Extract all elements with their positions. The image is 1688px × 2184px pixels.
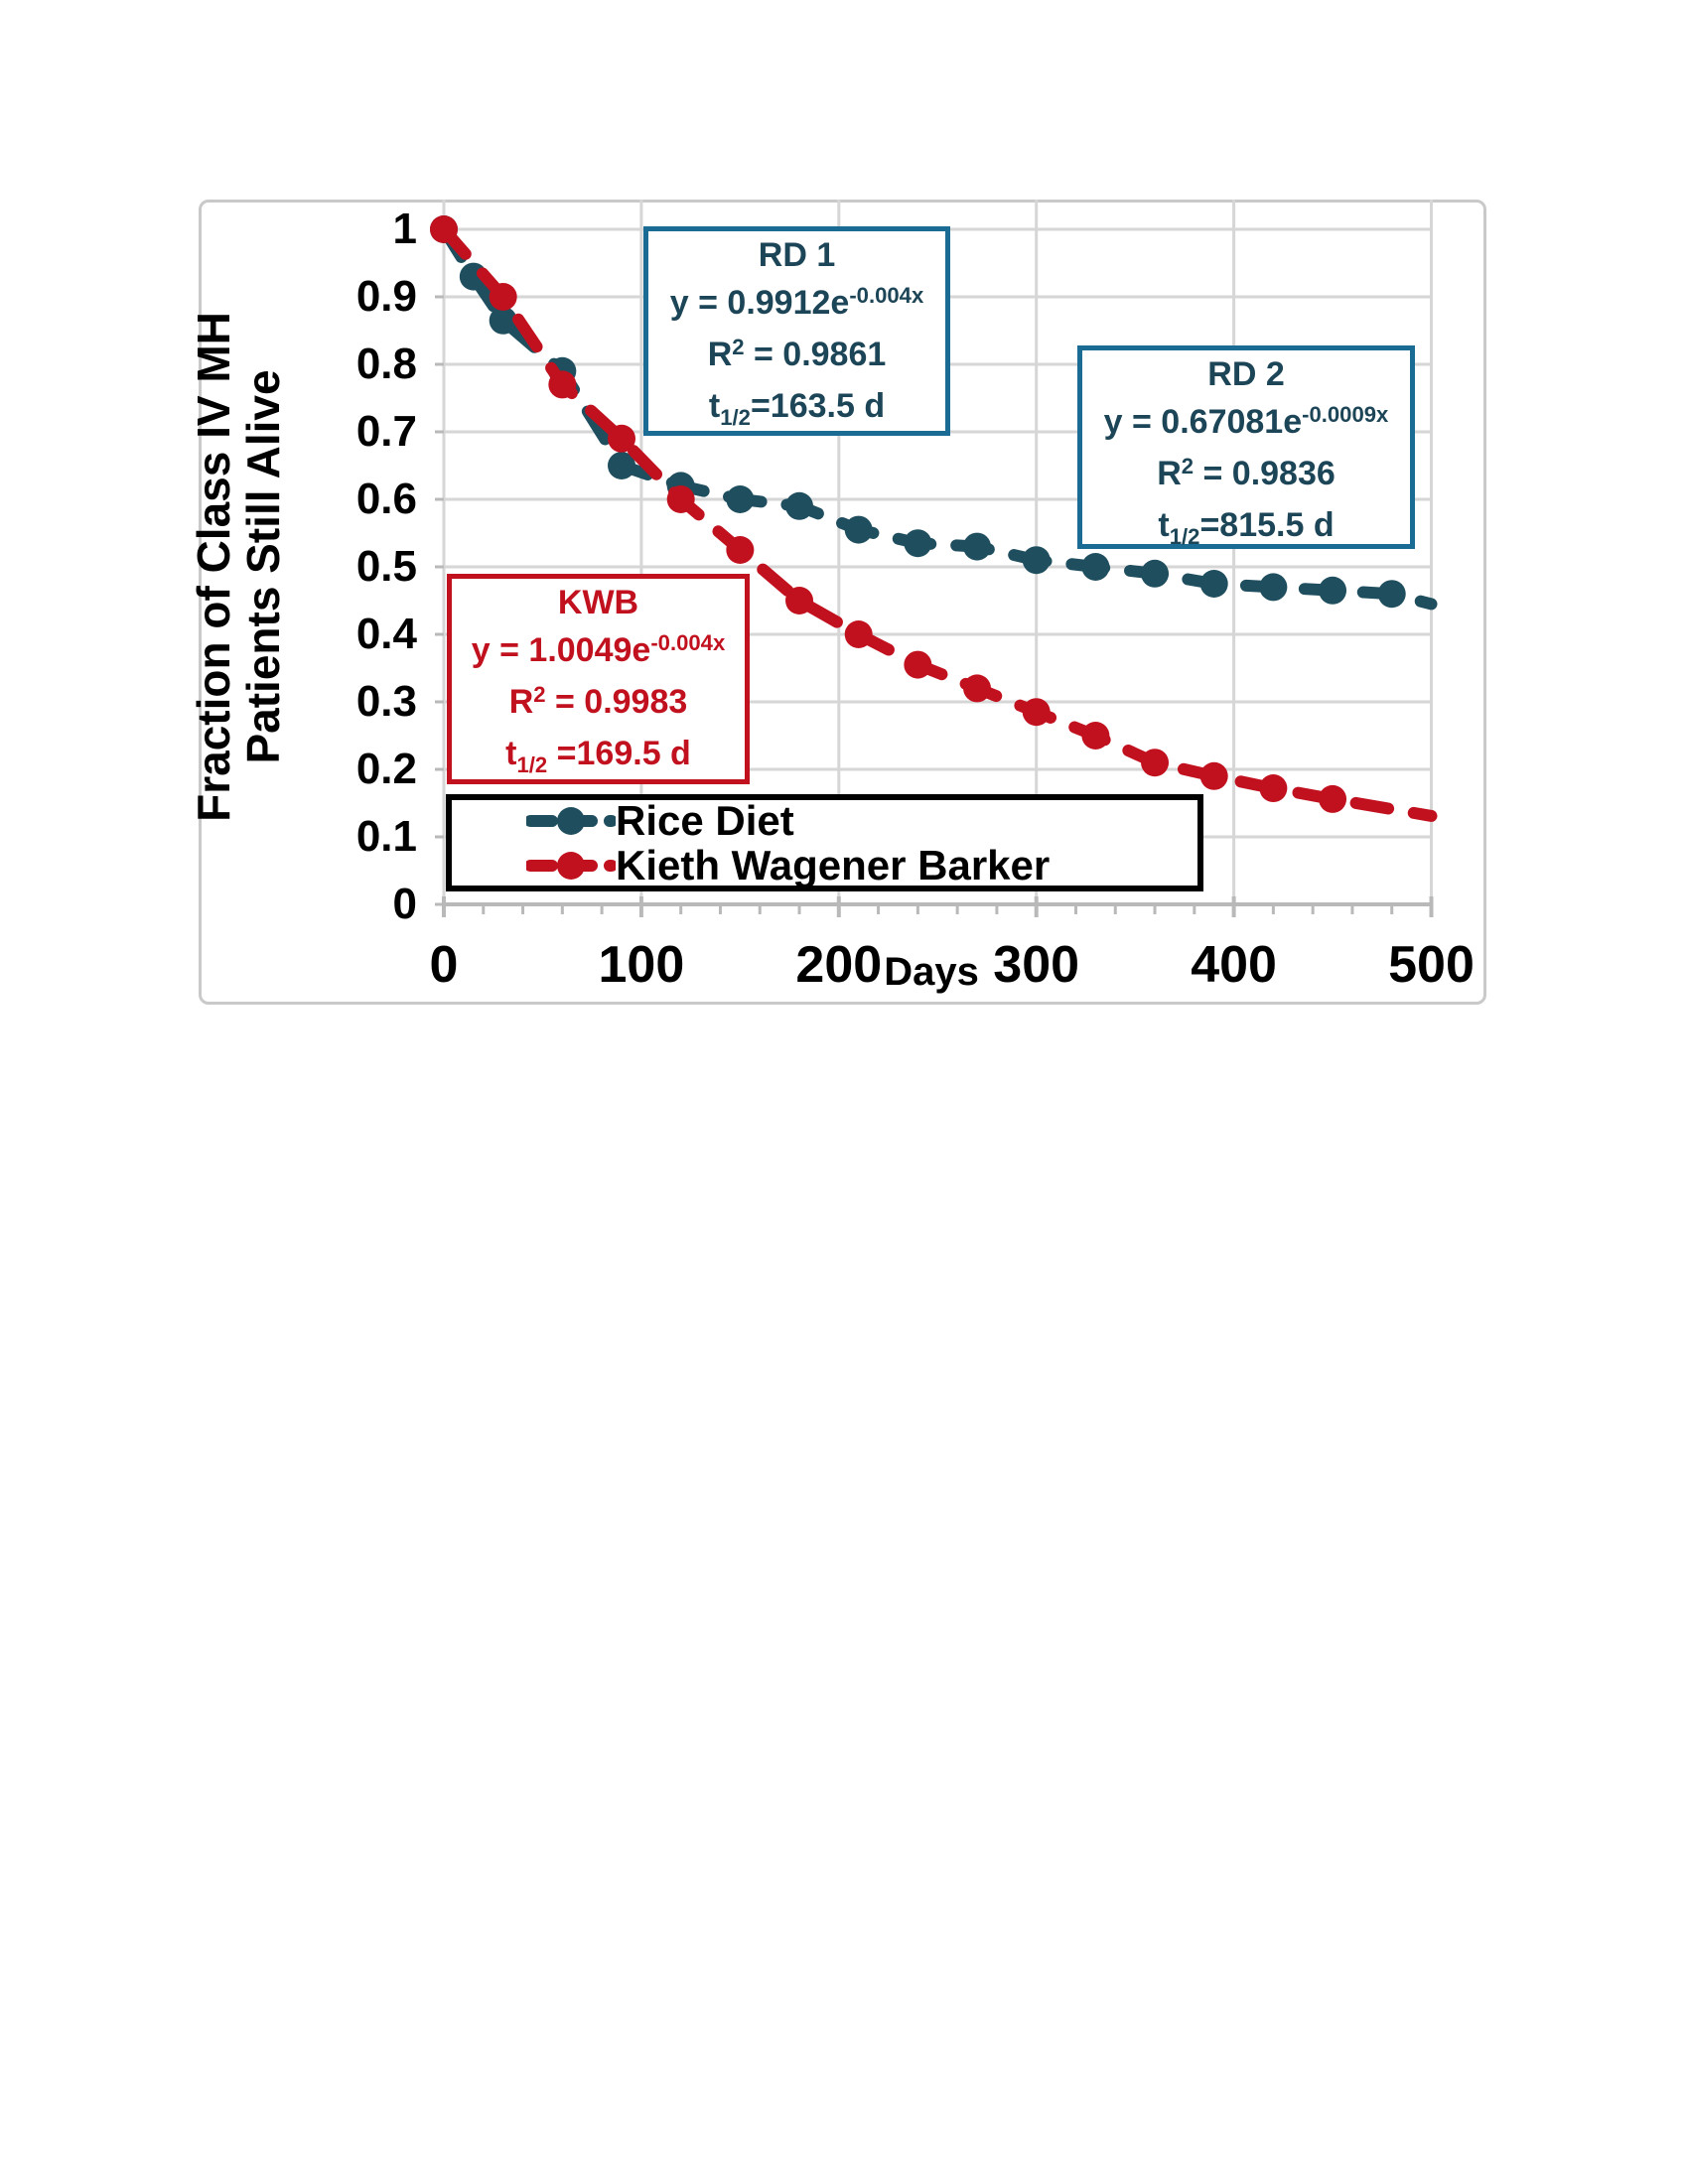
kieth-wagener-barker-marker xyxy=(1081,722,1110,750)
x-tick-label: 100 xyxy=(598,936,685,994)
x-tick-label: 200 xyxy=(795,936,883,994)
legend-label: Rice Diet xyxy=(616,797,794,844)
rice-diet-marker xyxy=(904,529,932,558)
annotation-line: y = 1.0049e-0.004x xyxy=(471,629,726,669)
kieth-wagener-barker-marker xyxy=(1319,784,1347,813)
y-tick-label: 0.2 xyxy=(355,745,417,793)
y-axis-title-line1: Fraction of Class IV MH xyxy=(188,312,239,822)
y-tick-label: 0.6 xyxy=(355,475,417,523)
kieth-wagener-barker-marker xyxy=(1022,698,1051,727)
rice-diet-marker xyxy=(1259,573,1288,602)
kieth-wagener-barker-marker xyxy=(430,215,458,243)
x-axis-title: Days xyxy=(884,950,979,994)
annotation-line: RD 1 xyxy=(758,236,836,274)
y-axis-title-line2: Patients Still Alive xyxy=(237,369,289,764)
kieth-wagener-barker-marker xyxy=(904,650,932,679)
y-tick-label: 1 xyxy=(392,205,417,253)
rice-diet-marker xyxy=(1022,546,1051,575)
x-tick-label: 500 xyxy=(1388,936,1475,994)
legend-row: Rice Diet xyxy=(526,798,1197,843)
y-tick-label: 0.1 xyxy=(355,812,417,861)
y-tick-label: 0.7 xyxy=(355,407,417,456)
x-tick-label: 300 xyxy=(993,936,1080,994)
annotation-line: R2 = 0.9861 xyxy=(707,334,887,373)
annotation-box-rd1: RD 1 y = 0.9912e-0.004x R2 = 0.9861 t1/2=16… xyxy=(643,226,950,436)
rice-diet-marker xyxy=(963,532,992,561)
annotation-line: RD 2 xyxy=(1207,355,1285,393)
rice-diet-marker xyxy=(1081,553,1110,581)
kieth-wagener-barker-marker xyxy=(844,620,873,648)
annotation-line: y = 0.67081e-0.0009x xyxy=(1103,401,1389,441)
kieth-wagener-barker-marker xyxy=(963,674,992,703)
legend-key-icon xyxy=(526,852,616,880)
kieth-wagener-barker-marker xyxy=(726,536,755,564)
rice-diet-marker xyxy=(1319,576,1347,605)
annotation-box-rd2: RD 2 y = 0.67081e-0.0009x R2 = 0.9836 t1/2=… xyxy=(1077,345,1415,549)
rice-diet-marker xyxy=(1199,570,1228,598)
rice-diet-marker xyxy=(608,452,636,479)
legend-label: Kieth Wagener Barker xyxy=(616,842,1051,888)
legend: Rice Diet Kieth Wagener Barker xyxy=(446,794,1203,891)
annotation-line: R2 = 0.9983 xyxy=(508,681,688,721)
rice-diet-marker xyxy=(785,491,814,520)
rice-diet-marker xyxy=(489,306,517,335)
y-tick-label: 0.5 xyxy=(355,542,417,591)
legend-row: Kieth Wagener Barker xyxy=(526,843,1197,887)
rice-diet-marker xyxy=(1141,559,1170,588)
annotation-line: t1/2=163.5 d xyxy=(708,387,886,430)
kieth-wagener-barker-marker xyxy=(1141,749,1170,777)
rice-diet-marker xyxy=(1377,580,1406,609)
kieth-wagener-barker-marker xyxy=(1259,774,1288,803)
y-axis-title: Fraction of Class IV MH Patients Still A… xyxy=(188,170,308,964)
rice-diet-marker xyxy=(726,485,755,513)
kieth-wagener-barker-marker xyxy=(489,283,517,311)
annotation-line: t1/2=815.5 d xyxy=(1158,506,1335,549)
annotation-line: y = 0.9912e-0.004x xyxy=(669,282,924,322)
kieth-wagener-barker-marker xyxy=(548,370,577,399)
rice-diet-marker xyxy=(844,515,873,544)
kieth-wagener-barker-marker xyxy=(608,424,636,453)
annotation-line: R2 = 0.9836 xyxy=(1157,453,1336,492)
annotation-line: t1/2 =169.5 d xyxy=(505,735,691,777)
kieth-wagener-barker-marker xyxy=(666,485,695,513)
x-tick-label: 0 xyxy=(429,936,459,994)
y-tick-label: 0.4 xyxy=(355,610,417,658)
y-tick-label: 0.8 xyxy=(355,340,417,388)
kieth-wagener-barker-marker xyxy=(1199,761,1228,790)
y-tick-label: 0 xyxy=(392,880,417,928)
annotation-line: KWB xyxy=(557,584,639,621)
y-tick-label: 0.3 xyxy=(355,677,417,726)
annotation-box-kwb: KWB y = 1.0049e-0.004x R2 = 0.9983 t1/2 =16… xyxy=(447,574,750,784)
kieth-wagener-barker-marker xyxy=(785,587,814,614)
x-tick-label: 400 xyxy=(1191,936,1277,994)
y-tick-label: 0.9 xyxy=(355,272,417,321)
legend-key-icon xyxy=(526,807,616,835)
